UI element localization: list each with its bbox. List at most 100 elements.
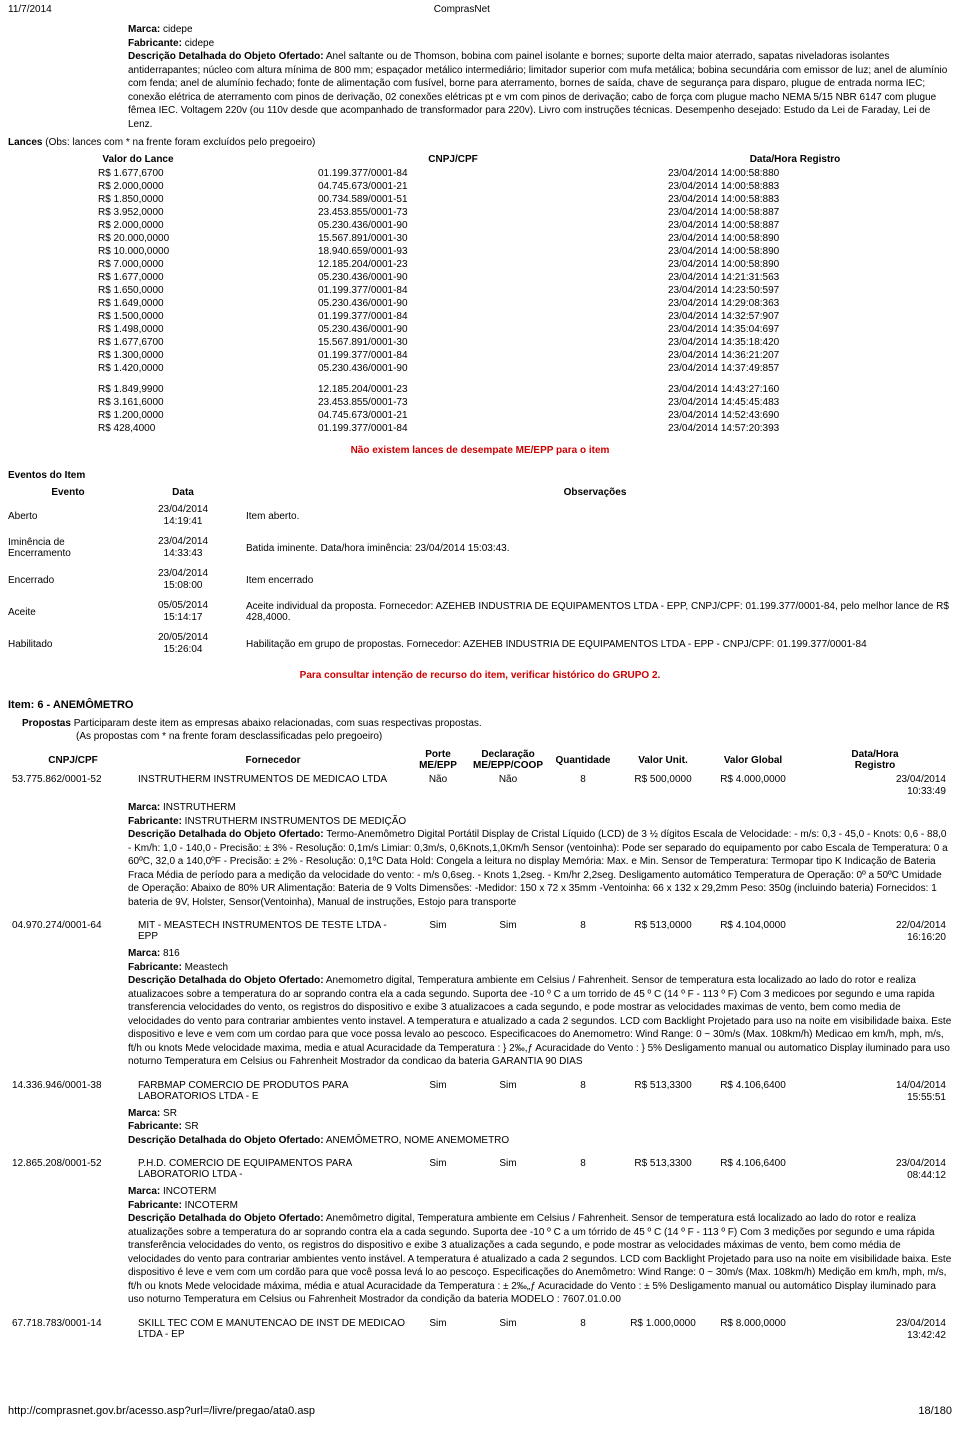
lance-datahora: 23/04/2014 14:57:20:393 xyxy=(638,423,952,434)
lance-valor: R$ 3.952,0000 xyxy=(8,207,268,218)
prop-cnpj: 53.775.862/0001-52 xyxy=(8,774,138,785)
hdr-obs: Observações xyxy=(238,487,952,498)
lances-header-row: Valor do Lance CNPJ/CPF Data/Hora Regist… xyxy=(8,152,952,167)
prop-decl: Sim xyxy=(468,1318,548,1329)
footer-page: 18/180 xyxy=(918,1405,952,1417)
lance-row: R$ 1.677,6700 01.199.377/0001-84 23/04/2… xyxy=(8,167,952,180)
lance-datahora: 23/04/2014 14:36:21:207 xyxy=(638,350,952,361)
evento-data: 23/04/201415:08:00 xyxy=(128,568,238,592)
lance-datahora: 23/04/2014 14:35:18:420 xyxy=(638,337,952,348)
proposta-descricao: Marca: INSTRUTHERM Fabricante: INSTRUTHE… xyxy=(128,801,952,909)
prop-qtd: 8 xyxy=(548,1080,618,1091)
evento-data: 23/04/201414:33:43 xyxy=(128,536,238,560)
prop-porte: Não xyxy=(408,774,468,785)
lance-valor: R$ 1.498,0000 xyxy=(8,324,268,335)
prop-valor-unit: R$ 513,0000 xyxy=(618,920,708,931)
lance-cnpj: 18.940.659/0001-93 xyxy=(268,246,638,257)
lance-valor: R$ 1.500,0000 xyxy=(8,311,268,322)
eventos-body: Aberto 23/04/201414:19:41 Item aberto.Im… xyxy=(8,500,952,660)
lance-datahora: 23/04/2014 14:00:58:883 xyxy=(638,194,952,205)
hdr-declaracao: DeclaraçãoME/EPP/COOP xyxy=(468,749,548,771)
page-header: 11/7/2014 ComprasNet xyxy=(8,4,952,15)
lance-valor: R$ 1.677,0000 xyxy=(8,272,268,283)
hdr-valor: Valor do Lance xyxy=(8,154,268,165)
prop-fornecedor: INSTRUTHERM INSTRUMENTOS DE MEDICAO LTDA xyxy=(138,774,408,785)
lance-valor: R$ 20.000,0000 xyxy=(8,233,268,244)
evento-nome: Iminência de Encerramento xyxy=(8,537,128,559)
lance-cnpj: 12.185.204/0001-23 xyxy=(268,259,638,270)
lance-valor: R$ 1.200,0000 xyxy=(8,410,268,421)
hdr-fornecedor: Fornecedor xyxy=(138,755,408,766)
lances-body-2: R$ 1.849,9900 12.185.204/0001-23 23/04/2… xyxy=(8,383,952,435)
evento-nome: Aberto xyxy=(8,511,128,522)
lance-valor: R$ 1.650,0000 xyxy=(8,285,268,296)
lance-cnpj: 05.230.436/0001-90 xyxy=(268,363,638,374)
proposta-row: 14.336.946/0001-38 FARBMAP COMERCIO DE P… xyxy=(8,1077,952,1107)
lance-cnpj: 05.230.436/0001-90 xyxy=(268,220,638,231)
lance-row: R$ 1.300,0000 01.199.377/0001-84 23/04/2… xyxy=(8,349,952,362)
proposta-row: 67.718.783/0001-14 SKILL TEC COM E MANUT… xyxy=(8,1315,952,1345)
prop-valor-unit: R$ 1.000,0000 xyxy=(618,1318,708,1329)
lances-body: R$ 1.677,6700 01.199.377/0001-84 23/04/2… xyxy=(8,167,952,375)
lance-cnpj: 04.745.673/0001-21 xyxy=(268,410,638,421)
prop-datahora: 23/04/201408:44:12 xyxy=(798,1158,952,1182)
evento-row: Encerrado 23/04/201415:08:00 Item encerr… xyxy=(8,564,952,596)
evento-row: Aberto 23/04/201414:19:41 Item aberto. xyxy=(8,500,952,532)
lance-row: R$ 2.000,0000 04.745.673/0001-21 23/04/2… xyxy=(8,180,952,193)
prop-cnpj: 67.718.783/0001-14 xyxy=(8,1318,138,1329)
lance-datahora: 23/04/2014 14:00:58:887 xyxy=(638,220,952,231)
lance-row: R$ 428,4000 01.199.377/0001-84 23/04/201… xyxy=(8,422,952,435)
lance-row: R$ 1.677,0000 05.230.436/0001-90 23/04/2… xyxy=(8,271,952,284)
lance-row: R$ 1.677,6700 15.567.891/0001-30 23/04/2… xyxy=(8,336,952,349)
historico-msg: Para consultar intenção de recurso do it… xyxy=(8,670,952,681)
lance-valor: R$ 2.000,0000 xyxy=(8,181,268,192)
hdr-evento: Evento xyxy=(8,487,128,498)
page-footer: http://comprasnet.gov.br/acesso.asp?url=… xyxy=(8,1405,952,1417)
lance-valor: R$ 1.649,0000 xyxy=(8,298,268,309)
evento-data: 20/05/201415:26:04 xyxy=(128,632,238,656)
lance-valor: R$ 1.849,9900 xyxy=(8,384,268,395)
evento-nome: Aceite xyxy=(8,607,128,618)
lance-cnpj: 01.199.377/0001-84 xyxy=(268,423,638,434)
lance-cnpj: 05.230.436/0001-90 xyxy=(268,298,638,309)
lance-valor: R$ 1.300,0000 xyxy=(8,350,268,361)
proposta-descricao: Marca: INCOTERM Fabricante: INCOTERM Des… xyxy=(128,1185,952,1307)
evento-data: 05/05/201415:14:17 xyxy=(128,600,238,624)
prop-porte: Sim xyxy=(408,1158,468,1169)
evento-row: Aceite 05/05/201415:14:17 Aceite individ… xyxy=(8,596,952,628)
lance-datahora: 23/04/2014 14:00:58:890 xyxy=(638,246,952,257)
prop-fornecedor: P.H.D. COMERCIO DE EQUIPAMENTOS PARA LAB… xyxy=(138,1158,408,1180)
evento-nome: Encerrado xyxy=(8,575,128,586)
lance-valor: R$ 1.677,6700 xyxy=(8,168,268,179)
lance-cnpj: 05.230.436/0001-90 xyxy=(268,272,638,283)
lance-datahora: 23/04/2014 14:00:58:883 xyxy=(638,181,952,192)
propostas-intro: Propostas Participaram deste item as emp… xyxy=(22,717,952,743)
lance-valor: R$ 1.420,0000 xyxy=(8,363,268,374)
prop-decl: Sim xyxy=(468,1158,548,1169)
prop-fornecedor: MIT - MEASTECH INSTRUMENTOS DE TESTE LTD… xyxy=(138,920,408,942)
prop-qtd: 8 xyxy=(548,1318,618,1329)
lance-datahora: 23/04/2014 14:32:57:907 xyxy=(638,311,952,322)
evento-nome: Habilitado xyxy=(8,639,128,650)
hdr-porte: PorteME/EPP xyxy=(408,749,468,771)
prop-valor-global: R$ 4.104,0000 xyxy=(708,920,798,931)
lance-cnpj: 01.199.377/0001-84 xyxy=(268,168,638,179)
prop-valor-global: R$ 8.000,0000 xyxy=(708,1318,798,1329)
lance-cnpj: 23.453.855/0001-73 xyxy=(268,397,638,408)
evento-row: Iminência de Encerramento 23/04/201414:3… xyxy=(8,532,952,564)
prop-porte: Sim xyxy=(408,1080,468,1091)
hdr-cnpj: CNPJ/CPF xyxy=(268,154,638,165)
prop-decl: Sim xyxy=(468,1080,548,1091)
evento-data: 23/04/201414:19:41 xyxy=(128,504,238,528)
lance-valor: R$ 428,4000 xyxy=(8,423,268,434)
lance-row: R$ 2.000,0000 05.230.436/0001-90 23/04/2… xyxy=(8,219,952,232)
marca-label: Marca: xyxy=(128,24,160,35)
lance-valor: R$ 10.000,0000 xyxy=(8,246,268,257)
lance-datahora: 23/04/2014 14:23:50:597 xyxy=(638,285,952,296)
prop-porte: Sim xyxy=(408,1318,468,1329)
evento-obs: Item aberto. xyxy=(238,511,952,522)
prop-valor-unit: R$ 513,3300 xyxy=(618,1080,708,1091)
hdr-valor-unit: Valor Unit. xyxy=(618,755,708,766)
prop-datahora: 23/04/201410:33:49 xyxy=(798,774,952,798)
lance-cnpj: 00.734.589/0001-51 xyxy=(268,194,638,205)
